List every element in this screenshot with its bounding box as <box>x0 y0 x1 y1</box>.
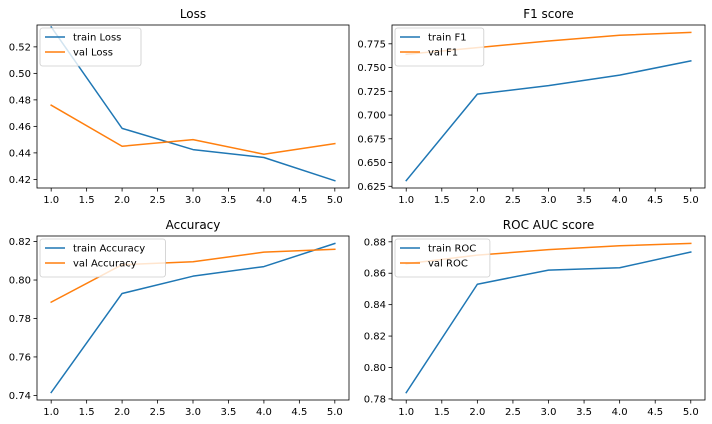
x-tick-label: 5.0 <box>683 195 699 206</box>
legend-label: val Accuracy <box>73 259 137 270</box>
x-tick-label: 4.5 <box>291 195 307 206</box>
chart-roc-auc-score: ROC AUC score 1.0 1.5 2.0 2.5 3.0 3.5 4.0 4.5 5.0… <box>364 218 706 418</box>
plot-frame <box>391 24 706 189</box>
x-tick-label: 1.0 <box>398 407 414 418</box>
x-tick-label: 2.5 <box>505 407 521 418</box>
x-tick-label: 4.0 <box>256 195 272 206</box>
x-tick-label: 2.0 <box>114 407 130 418</box>
x-tick-label: 3.0 <box>185 195 201 206</box>
x-tick-label: 3.0 <box>541 407 557 418</box>
legend: train Loss val Loss <box>39 27 142 67</box>
chart-title: Loss <box>180 7 206 21</box>
x-tick-label: 1.5 <box>79 195 95 206</box>
series-line-train-roc <box>405 251 692 394</box>
x-tick-label: 4.0 <box>612 195 628 206</box>
x-tick-label: 4.5 <box>647 195 663 206</box>
x-tick-label: 1.5 <box>434 407 450 418</box>
series-line-train-f1 <box>405 60 692 182</box>
y-tick-label: 0.625 <box>357 182 386 193</box>
series-line-train-accuracy <box>50 242 336 394</box>
chart-accuracy: Accuracy 1.0 1.5 2.0 2.5 3.0 3.5 4.0 4.5 5.0 0.74 0… <box>9 218 350 418</box>
y-tick-label: 0.78 <box>9 314 31 325</box>
x-tick-label: 5.0 <box>327 195 343 206</box>
x-tick-label: 3.5 <box>576 407 592 418</box>
x-tick-label: 4.0 <box>256 407 272 418</box>
y-tick-label: 0.725 <box>357 87 386 98</box>
plot-frame <box>391 235 706 401</box>
y-tick-label: 0.52 <box>9 42 31 53</box>
chart-f1-score: F1 score 1.0 1.5 2.0 2.5 3.0 3.5 4.0 4.5 5.0 0.625… <box>357 7 706 206</box>
x-tick-label: 5.0 <box>327 407 343 418</box>
y-tick-label: 0.700 <box>357 111 386 122</box>
x-tick-label: 3.5 <box>221 407 237 418</box>
x-tick-label: 1.0 <box>398 195 414 206</box>
chart-title: ROC AUC score <box>503 218 594 232</box>
x-tick-label: 2.5 <box>150 407 166 418</box>
y-tick-label: 0.650 <box>357 158 386 169</box>
y-tick-label: 0.42 <box>9 175 31 186</box>
y-tick-label: 0.80 <box>364 363 386 374</box>
x-tick-label: 1.0 <box>43 195 59 206</box>
y-tick-label: 0.48 <box>9 95 31 106</box>
y-tick-label: 0.74 <box>9 391 31 402</box>
x-tick-label: 4.0 <box>612 407 628 418</box>
y-tick-label: 0.675 <box>357 134 386 145</box>
y-tick-label: 0.775 <box>357 39 386 50</box>
x-tick-label: 5.0 <box>683 407 699 418</box>
x-tick-label: 1.0 <box>43 407 59 418</box>
x-tick-label: 3.5 <box>221 195 237 206</box>
x-tick-label: 2.5 <box>150 195 166 206</box>
y-tick-label: 0.82 <box>9 237 31 248</box>
legend-box <box>39 238 166 278</box>
y-tick-label: 0.50 <box>9 69 31 80</box>
legend-label: train Accuracy <box>73 244 145 255</box>
y-tick-label: 0.88 <box>364 237 386 248</box>
y-tick-label: 0.44 <box>9 148 31 159</box>
y-tick-label: 0.46 <box>9 122 31 133</box>
x-tick-label: 3.5 <box>576 195 592 206</box>
y-tick-label: 0.76 <box>9 352 31 363</box>
x-tick-label: 1.5 <box>434 195 450 206</box>
plot-frame <box>36 235 350 401</box>
y-tick-label: 0.82 <box>364 332 386 343</box>
legend-label: train F1 <box>428 33 467 44</box>
legend-label: val F1 <box>428 48 458 59</box>
y-tick-label: 0.80 <box>9 276 31 287</box>
x-tick-label: 2.5 <box>505 195 521 206</box>
x-tick-label: 4.5 <box>647 407 663 418</box>
chart-title: F1 score <box>523 7 574 21</box>
y-tick-label: 0.78 <box>364 394 386 405</box>
y-tick-label: 0.750 <box>357 63 386 74</box>
x-tick-label: 4.5 <box>291 407 307 418</box>
x-tick-label: 3.0 <box>185 407 201 418</box>
legend: train ROC val ROC <box>394 238 491 278</box>
x-tick-label: 2.0 <box>469 407 485 418</box>
legend-label: train ROC <box>428 244 476 255</box>
legend: train Accuracy val Accuracy <box>39 238 166 278</box>
legend-label: val Loss <box>73 48 113 59</box>
x-tick-label: 1.5 <box>79 407 95 418</box>
y-tick-label: 0.86 <box>364 269 386 280</box>
series-line-val-loss <box>50 104 336 155</box>
legend-label: val ROC <box>428 259 468 270</box>
legend-label: train Loss <box>73 33 121 44</box>
x-tick-label: 2.0 <box>114 195 130 206</box>
x-tick-label: 3.0 <box>541 195 557 206</box>
legend-box <box>39 27 142 67</box>
legend: train F1 val F1 <box>394 27 485 67</box>
chart-title: Accuracy <box>166 218 221 232</box>
plot-frame <box>36 24 350 189</box>
x-tick-label: 2.0 <box>469 195 485 206</box>
series-line-train-loss <box>50 25 336 182</box>
y-tick-label: 0.84 <box>364 300 386 311</box>
chart-loss: Loss 1.0 1.5 2.0 2.5 3.0 3.5 4.0 4.5 5.0 0.42 0.44 0… <box>9 7 350 206</box>
